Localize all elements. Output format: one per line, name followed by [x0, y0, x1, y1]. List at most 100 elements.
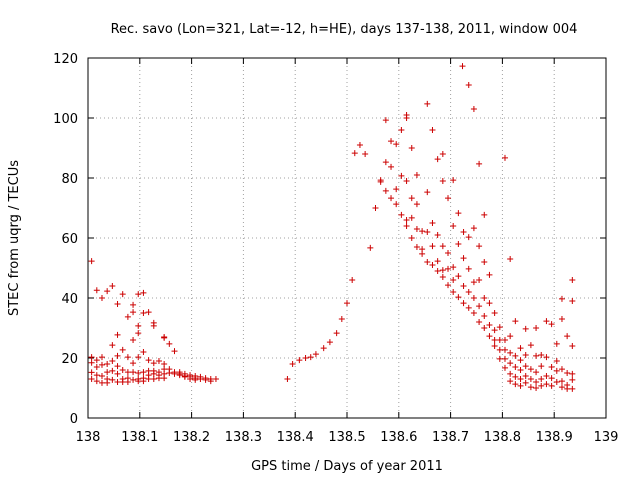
- x-tick-label: 138.3: [225, 430, 262, 445]
- data-point: [429, 262, 436, 268]
- data-point: [501, 364, 508, 371]
- data-point: [419, 228, 426, 235]
- data-point: [382, 117, 389, 124]
- data-point: [450, 277, 457, 283]
- data-point: [434, 258, 441, 265]
- data-point: [486, 322, 493, 328]
- data-point: [166, 340, 173, 347]
- data-point: [434, 156, 441, 163]
- data-point: [104, 369, 111, 376]
- data-point: [119, 379, 126, 385]
- x-tick-label: 139: [594, 430, 619, 445]
- data-point: [88, 354, 95, 361]
- data-point: [124, 313, 131, 320]
- data-point: [119, 291, 126, 298]
- data-point: [408, 145, 415, 151]
- data-point: [429, 220, 436, 226]
- data-point: [460, 283, 467, 289]
- data-point: [548, 321, 555, 328]
- data-point: [553, 358, 560, 364]
- data-point: [512, 318, 519, 325]
- data-point: [501, 154, 508, 161]
- data-point: [150, 322, 157, 329]
- data-point: [192, 376, 199, 383]
- data-point: [98, 373, 105, 379]
- data-point: [135, 322, 142, 329]
- data-point: [388, 195, 395, 202]
- data-point: [517, 357, 524, 364]
- data-point: [284, 376, 291, 382]
- data-point: [296, 357, 303, 364]
- data-point: [434, 268, 441, 274]
- data-point: [538, 352, 545, 358]
- data-point: [130, 301, 137, 308]
- data-point: [543, 381, 550, 388]
- data-point: [553, 379, 560, 385]
- data-point: [130, 337, 137, 343]
- data-point: [408, 214, 415, 221]
- data-point: [197, 376, 204, 382]
- data-point: [564, 385, 571, 392]
- data-point: [362, 151, 369, 157]
- data-point: [501, 355, 508, 362]
- data-point: [212, 376, 219, 382]
- data-point: [171, 348, 178, 355]
- data-point: [558, 295, 565, 302]
- data-point: [439, 151, 446, 157]
- data-point: [543, 354, 550, 361]
- data-point: [538, 376, 545, 382]
- data-point: [522, 379, 529, 386]
- data-point: [460, 300, 467, 307]
- data-point: [140, 310, 147, 316]
- data-point: [171, 370, 178, 377]
- data-point: [130, 309, 137, 316]
- data-point: [460, 255, 467, 262]
- data-point: [413, 226, 420, 232]
- data-point: [533, 325, 540, 331]
- data-point: [470, 106, 477, 112]
- data-point: [98, 379, 105, 386]
- data-point: [538, 363, 545, 370]
- data-point: [312, 351, 319, 358]
- data-point: [93, 357, 100, 364]
- y-tick-label: 120: [53, 52, 78, 67]
- data-point: [150, 370, 157, 377]
- data-point: [124, 369, 131, 376]
- data-point: [130, 360, 137, 367]
- data-point: [450, 223, 457, 229]
- x-tick-label: 138.4: [277, 430, 314, 445]
- data-point: [356, 142, 363, 148]
- data-point: [517, 376, 524, 382]
- grid-lines: [88, 58, 606, 418]
- data-point: [507, 333, 514, 340]
- data-point: [522, 325, 529, 332]
- data-point: [145, 376, 152, 382]
- data-point: [109, 342, 116, 349]
- data-point: [481, 211, 488, 218]
- data-point: [93, 378, 100, 385]
- data-point: [130, 376, 137, 383]
- data-point: [470, 225, 477, 232]
- data-point: [553, 340, 560, 347]
- data-point: [543, 318, 550, 325]
- data-point: [569, 343, 576, 349]
- y-tick-label: 100: [53, 112, 78, 127]
- data-point: [388, 138, 395, 145]
- data-point: [501, 346, 508, 353]
- data-point: [439, 243, 446, 250]
- data-point: [207, 378, 214, 385]
- data-point: [88, 369, 95, 376]
- data-point: [533, 369, 540, 376]
- data-point: [569, 298, 576, 304]
- chart-title: Rec. savo (Lon=321, Lat=-12, h=HE), days…: [111, 22, 578, 37]
- x-tick-label: 138.5: [328, 430, 365, 445]
- data-point: [533, 385, 540, 391]
- y-tick-label: 40: [61, 292, 78, 307]
- data-point: [307, 354, 314, 361]
- data-point: [558, 366, 565, 373]
- data-point: [450, 264, 457, 271]
- data-point: [424, 100, 431, 107]
- data-point: [135, 354, 142, 361]
- data-point: [564, 333, 571, 340]
